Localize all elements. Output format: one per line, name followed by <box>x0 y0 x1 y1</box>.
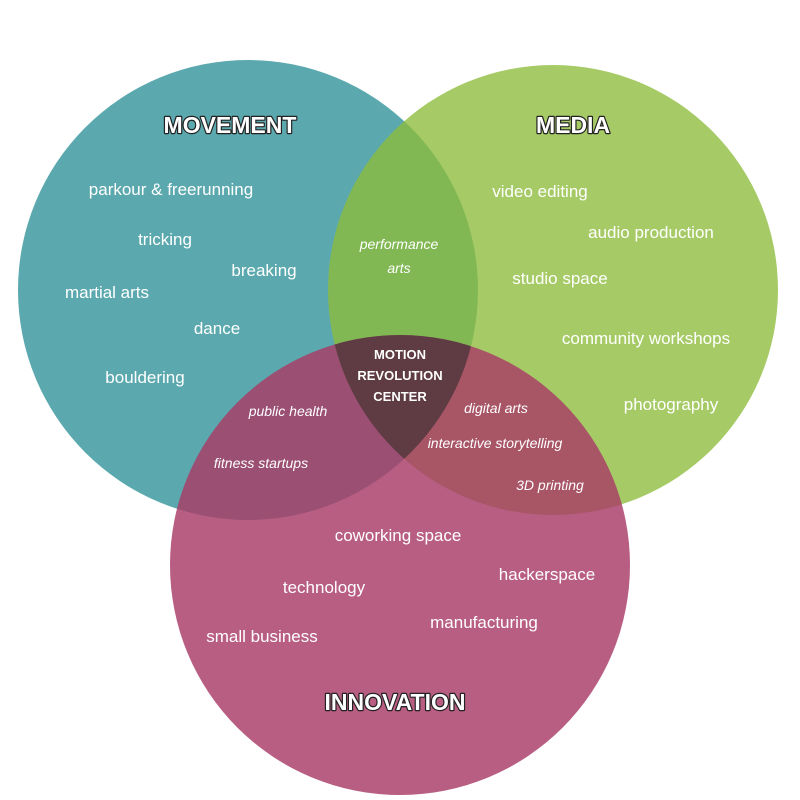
innovation-item-technology: technology <box>283 578 366 597</box>
center-label-line2: REVOLUTION <box>357 368 442 383</box>
overlap-public-health: public health <box>248 403 328 419</box>
movement-item-tricking: tricking <box>138 230 192 249</box>
innovation-title: INNOVATION <box>325 689 466 715</box>
media-item-video-editing: video editing <box>492 182 587 201</box>
overlap-interactive-storytelling: interactive storytelling <box>428 435 563 451</box>
media-item-audio-production: audio production <box>588 223 714 242</box>
movement-item-parkour: parkour & freerunning <box>89 180 253 199</box>
overlap-fitness-startups: fitness startups <box>214 455 308 471</box>
movement-item-bouldering: bouldering <box>105 368 184 387</box>
media-title: MEDIA <box>536 112 610 138</box>
overlap-performance-arts-line1: performance <box>359 236 439 252</box>
media-item-photography: photography <box>624 395 719 414</box>
media-item-community-workshops: community workshops <box>562 329 730 348</box>
movement-title: MOVEMENT <box>164 112 297 138</box>
innovation-circle <box>170 335 630 795</box>
innovation-item-manufacturing: manufacturing <box>430 613 538 632</box>
overlap-performance-arts-line2: arts <box>387 260 410 276</box>
movement-item-martial-arts: martial arts <box>65 283 149 302</box>
innovation-item-small-business: small business <box>206 627 318 646</box>
movement-item-dance: dance <box>194 319 240 338</box>
innovation-item-coworking: coworking space <box>335 526 462 545</box>
movement-item-breaking: breaking <box>231 261 296 280</box>
media-item-studio-space: studio space <box>512 269 607 288</box>
center-label-line3: CENTER <box>373 389 427 404</box>
overlap-3d-printing: 3D printing <box>516 477 584 493</box>
center-label-line1: MOTION <box>374 347 426 362</box>
overlap-digital-arts: digital arts <box>464 400 528 416</box>
innovation-item-hackerspace: hackerspace <box>499 565 595 584</box>
